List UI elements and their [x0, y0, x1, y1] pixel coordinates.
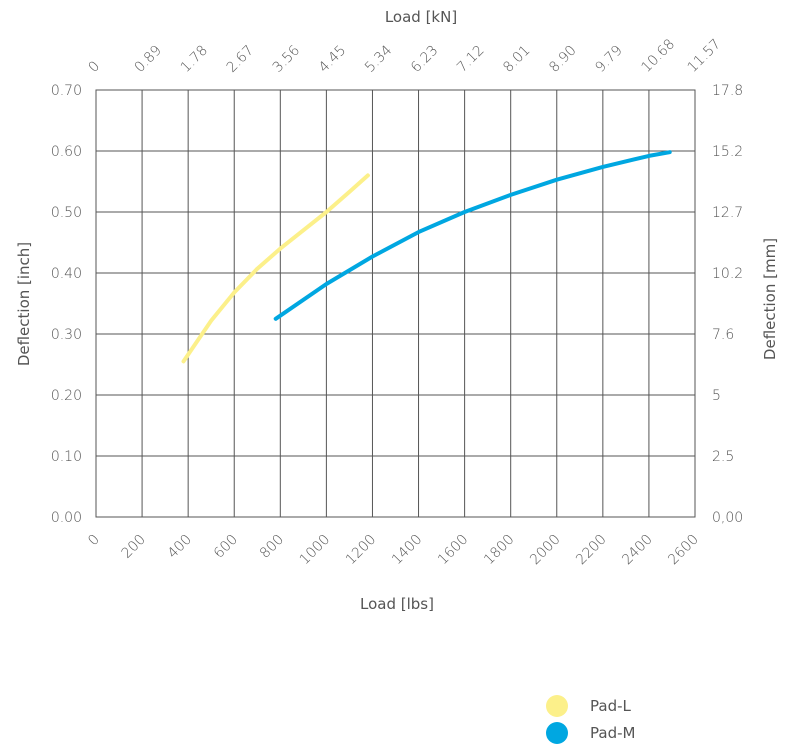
x-tick-label-bottom: 1800 [481, 532, 518, 569]
y-tick-label-left: 0.40 [51, 266, 82, 282]
x-tick-label-top: 9.79 [592, 42, 625, 75]
x-tick-label-top: 10.68 [638, 36, 678, 76]
y-tick-label-right: 15.2 [712, 144, 743, 160]
x-tick-label-bottom: 1600 [435, 532, 472, 569]
x-tick-label-bottom: 1400 [389, 532, 426, 569]
y-tick-label-right: 12.7 [712, 205, 743, 221]
bottom-x-axis-title: Load [lbs] [360, 595, 434, 613]
legend-label: Pad-L [590, 697, 631, 715]
x-tick-label-top: 0.89 [132, 42, 165, 75]
x-tick-label-top: 8.90 [546, 42, 579, 75]
series-line-pad-l [181, 173, 370, 364]
x-tick-label-bottom: 400 [165, 532, 195, 562]
x-tick-label-bottom: 1200 [343, 532, 380, 569]
x-tick-label-bottom: 0 [85, 532, 103, 550]
y-tick-label-right: 2.5 [712, 449, 734, 465]
y-tick-label-left: 0.60 [51, 144, 82, 160]
legend-label: Pad-M [590, 724, 635, 742]
x-tick-label-top: 6.23 [408, 42, 441, 75]
legend-swatch-pad-l [546, 695, 568, 717]
x-tick-label-top: 2.67 [224, 42, 257, 75]
series-lines [181, 150, 672, 364]
x-tick-label-top: 0 [86, 58, 104, 76]
grid-lines [95, 89, 696, 518]
x-tick-label-top: 5.34 [362, 42, 395, 75]
top-x-axis-title: Load [kN] [385, 8, 457, 26]
tick-labels: 0 0 200 0.89 400 1.78 600 2.67 800 3.56 1000 4.45 12… [51, 36, 743, 568]
x-tick-label-top: 7.12 [454, 42, 487, 75]
x-tick-label-top: 3.56 [270, 42, 303, 75]
y-tick-label-left: 0.50 [51, 205, 82, 221]
right-y-axis-title: Deflection [mm] [761, 238, 779, 360]
x-tick-label-top: 4.45 [316, 42, 349, 75]
y-tick-label-right: 17.8 [712, 83, 743, 99]
x-tick-label-bottom: 2400 [619, 532, 656, 569]
x-tick-label-bottom: 800 [257, 532, 287, 562]
x-tick-label-top: 11.57 [685, 36, 725, 76]
y-tick-label-left: 0.20 [51, 388, 82, 404]
x-tick-label-bottom: 600 [211, 532, 241, 562]
x-tick-label-top: 8.01 [500, 42, 533, 75]
y-tick-label-right: 10.2 [712, 266, 743, 282]
series-line-pad-m [273, 150, 672, 321]
x-tick-label-bottom: 200 [119, 532, 149, 562]
y-tick-label-left: 0.30 [51, 327, 82, 343]
y-tick-label-right: 7.6 [712, 327, 734, 343]
y-tick-label-left: 0.00 [51, 510, 82, 526]
x-tick-label-bottom: 1000 [297, 532, 334, 569]
left-y-axis-title: Deflection [inch] [15, 242, 33, 366]
x-tick-label-bottom: 2200 [573, 532, 610, 569]
y-tick-label-right: 5 [712, 388, 721, 404]
y-tick-label-right: 0,00 [712, 510, 743, 526]
y-tick-label-left: 0.10 [51, 449, 82, 465]
x-tick-label-bottom: 2600 [665, 532, 702, 569]
plot-frame [95, 89, 696, 518]
legend-swatch-pad-m [546, 722, 568, 744]
y-tick-label-left: 0.70 [51, 83, 82, 99]
x-tick-label-top: 1.78 [178, 42, 211, 75]
x-tick-label-bottom: 2000 [527, 532, 564, 569]
legend: Pad-L Pad-M [546, 695, 635, 744]
